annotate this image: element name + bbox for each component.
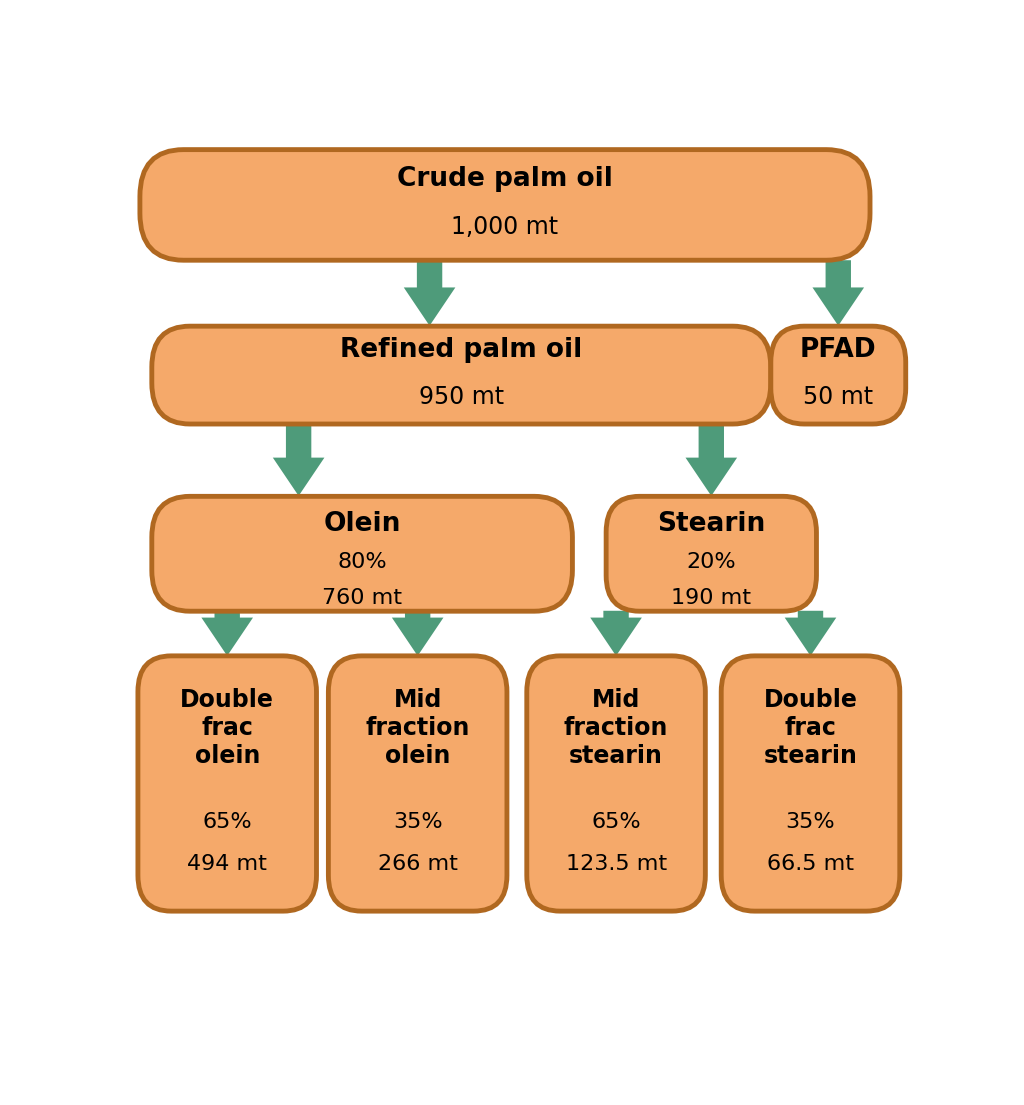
Polygon shape <box>784 611 837 656</box>
Polygon shape <box>392 611 443 656</box>
Text: 66.5 mt: 66.5 mt <box>767 854 854 874</box>
Polygon shape <box>403 261 456 326</box>
Text: 1,000 mt: 1,000 mt <box>452 215 558 239</box>
Text: 80%: 80% <box>337 552 387 572</box>
FancyBboxPatch shape <box>138 656 316 912</box>
Polygon shape <box>685 423 737 496</box>
Text: 65%: 65% <box>203 812 252 832</box>
FancyBboxPatch shape <box>329 656 507 912</box>
FancyBboxPatch shape <box>140 149 870 260</box>
Text: 760 mt: 760 mt <box>323 588 402 608</box>
Text: Olein: Olein <box>324 511 400 537</box>
Text: Mid
fraction
stearin: Mid fraction stearin <box>564 688 669 768</box>
FancyBboxPatch shape <box>152 496 572 611</box>
Text: 35%: 35% <box>785 812 836 832</box>
Text: 494 mt: 494 mt <box>187 854 267 874</box>
Text: 35%: 35% <box>393 812 442 832</box>
Text: PFAD: PFAD <box>800 337 877 362</box>
Text: Double
frac
stearin: Double frac stearin <box>764 688 857 768</box>
Text: Double
frac
olein: Double frac olein <box>180 688 274 768</box>
Text: 190 mt: 190 mt <box>672 588 752 608</box>
FancyBboxPatch shape <box>526 656 706 912</box>
Polygon shape <box>590 611 642 656</box>
Text: Stearin: Stearin <box>657 511 765 537</box>
Polygon shape <box>202 611 253 656</box>
Text: 266 mt: 266 mt <box>378 854 458 874</box>
Text: 123.5 mt: 123.5 mt <box>565 854 667 874</box>
FancyBboxPatch shape <box>721 656 900 912</box>
Text: Crude palm oil: Crude palm oil <box>397 167 613 192</box>
Text: 65%: 65% <box>591 812 641 832</box>
FancyBboxPatch shape <box>152 326 771 424</box>
Text: 20%: 20% <box>686 552 736 572</box>
Text: 50 mt: 50 mt <box>803 386 873 409</box>
Polygon shape <box>272 423 325 496</box>
FancyBboxPatch shape <box>606 496 816 611</box>
Polygon shape <box>812 261 864 326</box>
FancyBboxPatch shape <box>771 326 906 424</box>
Text: Refined palm oil: Refined palm oil <box>340 337 583 362</box>
Text: Mid
fraction
olein: Mid fraction olein <box>366 688 470 768</box>
Text: 950 mt: 950 mt <box>419 386 504 409</box>
